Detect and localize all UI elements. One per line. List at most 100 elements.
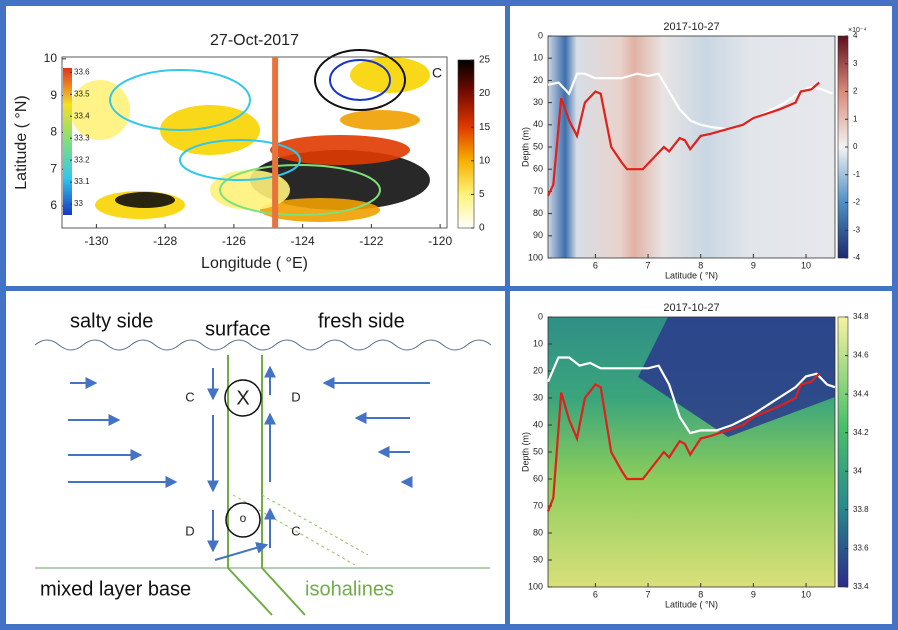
colorbar-tick-label: 0 [479,223,485,234]
y-tick-label: 40 [533,119,543,129]
y-tick-label: 10 [533,338,543,348]
y-tick-label: 80 [533,208,543,218]
chart-title: 2017-10-27 [663,21,719,33]
colorbar-tick-label: 34.4 [853,389,869,398]
panel [6,291,505,624]
colorbar-tick-label: 15 [479,122,491,133]
label: D [291,389,300,404]
y-tick-label: 30 [533,97,543,107]
label: fresh side [318,310,405,332]
x-tick-label: 9 [751,589,756,599]
y-tick-label: 40 [533,419,543,429]
colorbar-tick-label: 33.6 [853,544,869,553]
contour-legend-label: 33.1 [74,177,90,186]
y-tick-label: 0 [538,311,543,321]
y-tick-label: 70 [533,500,543,510]
field-patch [340,110,420,130]
y-tick-label: 10 [533,53,543,63]
x-tick-label: 10 [801,589,811,599]
colorbar-tick-label: 33.4 [853,582,869,591]
label: C [185,389,194,404]
y-tick-label: 50 [533,446,543,456]
colorbar-tick-label: 25 [479,55,491,66]
colorbar-tick-label: -1 [853,170,861,179]
contour-legend-label: 33.3 [74,133,90,142]
chart-title: 2017-10-27 [663,302,719,314]
y-tick-label: 80 [533,527,543,537]
label: X [236,387,249,409]
label: C [291,523,300,538]
y-tick-label: 20 [533,75,543,85]
x-tick-label: -120 [428,234,452,248]
figure: salty side surface fresh side C X D D o … [0,0,898,630]
y-tick-label: 50 [533,141,543,151]
colorbar-tick-label: 34.6 [853,351,869,360]
y-axis-label: Latitude ( °N) [13,95,30,189]
x-tick-label: -130 [84,234,108,248]
y-tick-label: 90 [533,554,543,564]
colorbar-tick-label: 33.8 [853,505,869,514]
y-tick-label: 30 [533,392,543,402]
y-tick-label: 60 [533,164,543,174]
x-tick-label: 8 [698,589,703,599]
x-axis-label: Latitude ( °N) [665,599,718,609]
colorbar-tick-label: 1 [853,114,858,123]
x-tick-label: 9 [751,260,756,270]
y-tick-label: 10 [44,51,58,65]
contour-legend [63,68,72,215]
y-tick-label: 90 [533,230,543,240]
contour-legend-label: 33.2 [74,155,90,164]
label: surface [205,318,271,340]
annotation: C [432,65,442,81]
x-tick-label: 7 [646,260,651,270]
x-tick-label: -128 [153,234,177,248]
colorbar-tick-label: 2 [853,87,858,96]
y-tick-label: 100 [528,581,543,591]
label: mixed layer base [40,578,191,600]
label: isohalines [305,578,394,600]
y-axis-label: Depth (m) [520,432,530,472]
page: {"chart_data": [ {"type": "contour", "ti… [0,0,898,630]
colorbar-tick-label: -3 [853,225,861,234]
x-tick-label: 6 [593,589,598,599]
chart-title: 27-Oct-2017 [210,32,299,49]
section-line [272,57,278,228]
x-axis-label: Latitude ( °N) [665,270,718,280]
y-axis-label: Depth (m) [520,127,530,167]
y-tick-label: 6 [50,198,57,212]
colorbar-tick-label: 5 [479,189,485,200]
x-tick-label: 8 [698,260,703,270]
colorbar [838,317,848,587]
colorbar-tick-label: 20 [479,88,491,99]
label: o [240,511,247,525]
x-axis-label: Longitude ( °E) [201,255,308,272]
y-tick-label: 0 [538,30,543,40]
y-tick-label: 20 [533,365,543,375]
colorbar-tick-label: 34.8 [853,312,869,321]
colorbar-tick-label: 34 [853,466,862,475]
contour-legend-label: 33 [74,199,83,208]
y-tick-label: 9 [50,88,57,102]
colorbar-tick-label: 10 [479,155,491,166]
y-tick-label: 70 [533,186,543,196]
colorbar-tick-label: 3 [853,59,858,68]
y-tick-label: 100 [528,252,543,262]
x-tick-label: 6 [593,260,598,270]
contour-legend-label: 33.5 [74,89,90,98]
colorbar-label: ×10⁻⁴ [848,27,867,34]
x-tick-label: 10 [801,260,811,270]
x-tick-label: -124 [291,234,315,248]
y-tick-label: 8 [50,125,57,139]
colorbar [458,60,474,228]
colorbar-tick-label: 0 [853,142,858,151]
label: salty side [70,310,153,332]
x-tick-label: 7 [646,589,651,599]
colorbar-tick-label: -4 [853,253,861,262]
field-patch [115,192,175,208]
y-tick-label: 60 [533,473,543,483]
colorbar-tick-label: 34.2 [853,428,869,437]
x-tick-label: -126 [222,234,246,248]
contour-legend-label: 33.4 [74,111,90,120]
x-tick-label: -122 [359,234,383,248]
y-tick-label: 7 [50,161,57,175]
